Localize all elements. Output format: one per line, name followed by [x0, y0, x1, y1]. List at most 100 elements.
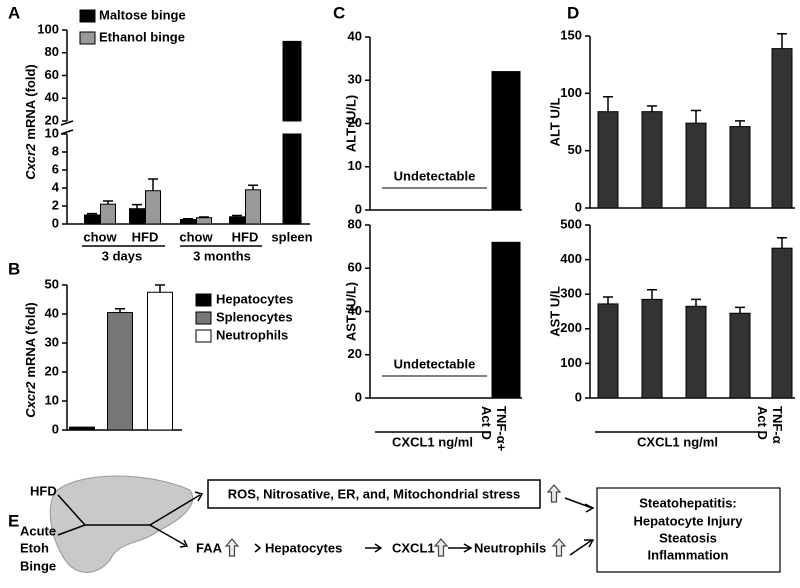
y-axis-label: ALT (U/L) — [343, 95, 358, 153]
x-axis-label: CXCL1 ng/ml — [392, 434, 473, 449]
x-tick-label: TNF-α Act D — [755, 406, 785, 447]
bar — [597, 303, 619, 399]
x-tick-label: HFD — [132, 229, 159, 244]
error-bar — [232, 214, 242, 217]
legend-label: Splenocytes — [216, 309, 293, 324]
y-tick-label: 20 — [348, 115, 362, 130]
bar — [229, 216, 245, 225]
error-bar — [115, 308, 125, 313]
group-label: 3 days — [102, 248, 142, 263]
up-arrow — [225, 538, 239, 557]
bar — [245, 189, 261, 225]
error-bar — [735, 120, 745, 127]
error-bar — [603, 96, 613, 112]
y-tick-label: 20 — [45, 363, 59, 378]
label-line: Act D — [755, 406, 770, 440]
bar — [685, 305, 707, 399]
stress-box — [207, 479, 541, 509]
y-tick-label: 500 — [560, 216, 582, 231]
y-tick-label: 50 — [568, 142, 582, 157]
gene: Cxcr2 — [23, 143, 38, 180]
diagram: HFD Acute Etoh Binge ROS, Nitrosative, E… — [20, 475, 781, 573]
error-bar — [647, 105, 657, 112]
legend-label: Ethanol binge — [99, 29, 185, 44]
outcome-text: Steatohepatitis: — [639, 495, 737, 510]
bar — [729, 312, 751, 399]
legend-label: Neutrophils — [216, 327, 288, 342]
x-tick-label: spleen — [271, 229, 312, 244]
group-label: 3 months — [193, 248, 251, 263]
bar — [491, 241, 521, 399]
bar — [641, 111, 663, 209]
error-bar — [248, 184, 258, 190]
x-axis-label: CXCL1 ng/ml — [637, 434, 718, 449]
legend-swatch — [79, 31, 96, 45]
up-arrow — [547, 484, 561, 503]
y-tick-label: 80 — [348, 216, 362, 231]
y-tick-label: 300 — [560, 286, 582, 301]
y-tick-label: 40 — [348, 28, 362, 43]
bar — [771, 48, 793, 209]
error-bar — [183, 218, 193, 220]
panel-label: E — [8, 511, 19, 530]
bar — [84, 214, 100, 225]
error-bar — [148, 178, 158, 191]
y-tick-label: 150 — [560, 27, 582, 42]
panel-label: A — [8, 3, 20, 22]
y-tick-label: 50 — [45, 276, 59, 291]
error-bar — [603, 296, 613, 304]
error-bar — [735, 306, 745, 314]
y-tick-label: 10 — [45, 125, 59, 140]
error-bar — [87, 212, 97, 215]
label-line: TNF-α+ — [494, 406, 509, 455]
bar — [145, 190, 161, 225]
y-tick-label: 0 — [355, 389, 362, 404]
x-tick-label: chow — [179, 229, 213, 244]
legend-swatch — [195, 329, 212, 343]
y-tick-label: 60 — [45, 67, 59, 82]
y-tick-label: 0 — [575, 199, 582, 214]
chain-text: Neutrophils — [474, 540, 546, 555]
y-tick-label: 100 — [560, 355, 582, 370]
chain-text: Hepatocytes — [265, 540, 342, 555]
bar — [180, 219, 196, 225]
y-tick-label: 60 — [348, 260, 362, 275]
bar — [771, 247, 793, 399]
y-tick-label: 100 — [560, 85, 582, 100]
bar — [100, 203, 116, 225]
stress-text: ROS, Nitrosative, ER, and, Mitochondrial… — [228, 486, 521, 501]
bar — [685, 122, 707, 209]
panel-label: B — [8, 259, 20, 278]
bar — [69, 426, 95, 431]
bar — [282, 133, 302, 225]
y-tick-label: 30 — [45, 334, 59, 349]
y-tick-label: 200 — [560, 320, 582, 335]
bar — [147, 291, 173, 431]
panel-label: C — [333, 3, 345, 22]
bar — [196, 217, 212, 225]
panel-label: D — [567, 3, 579, 22]
y-tick-label: 8 — [52, 143, 59, 158]
legend-label: Maltose binge — [99, 7, 186, 22]
unit: mRNA (fold) — [23, 64, 38, 139]
outcome-text: Steatosis — [659, 530, 717, 545]
up-arrow — [552, 538, 566, 557]
y-axis-label: ALT U/L — [547, 98, 562, 147]
outcome-text: Hepatocyte Injury — [633, 513, 743, 528]
y-tick-label: 100 — [37, 21, 59, 36]
axis-break — [60, 120, 74, 135]
y-tick-label: 40 — [45, 305, 59, 320]
y-tick-label: 20 — [45, 112, 59, 127]
error-bar — [155, 284, 165, 293]
y-tick-label: 40 — [348, 303, 362, 318]
input-label: Binge — [20, 558, 56, 573]
y-tick-label: 400 — [560, 251, 582, 266]
bar — [107, 312, 133, 431]
y-tick-label: 40 — [45, 90, 59, 105]
y-tick-label: 30 — [348, 72, 362, 87]
bar — [729, 126, 751, 209]
y-tick-label: 6 — [52, 161, 59, 176]
bar — [641, 298, 663, 399]
y-tick-label: 20 — [348, 346, 362, 361]
